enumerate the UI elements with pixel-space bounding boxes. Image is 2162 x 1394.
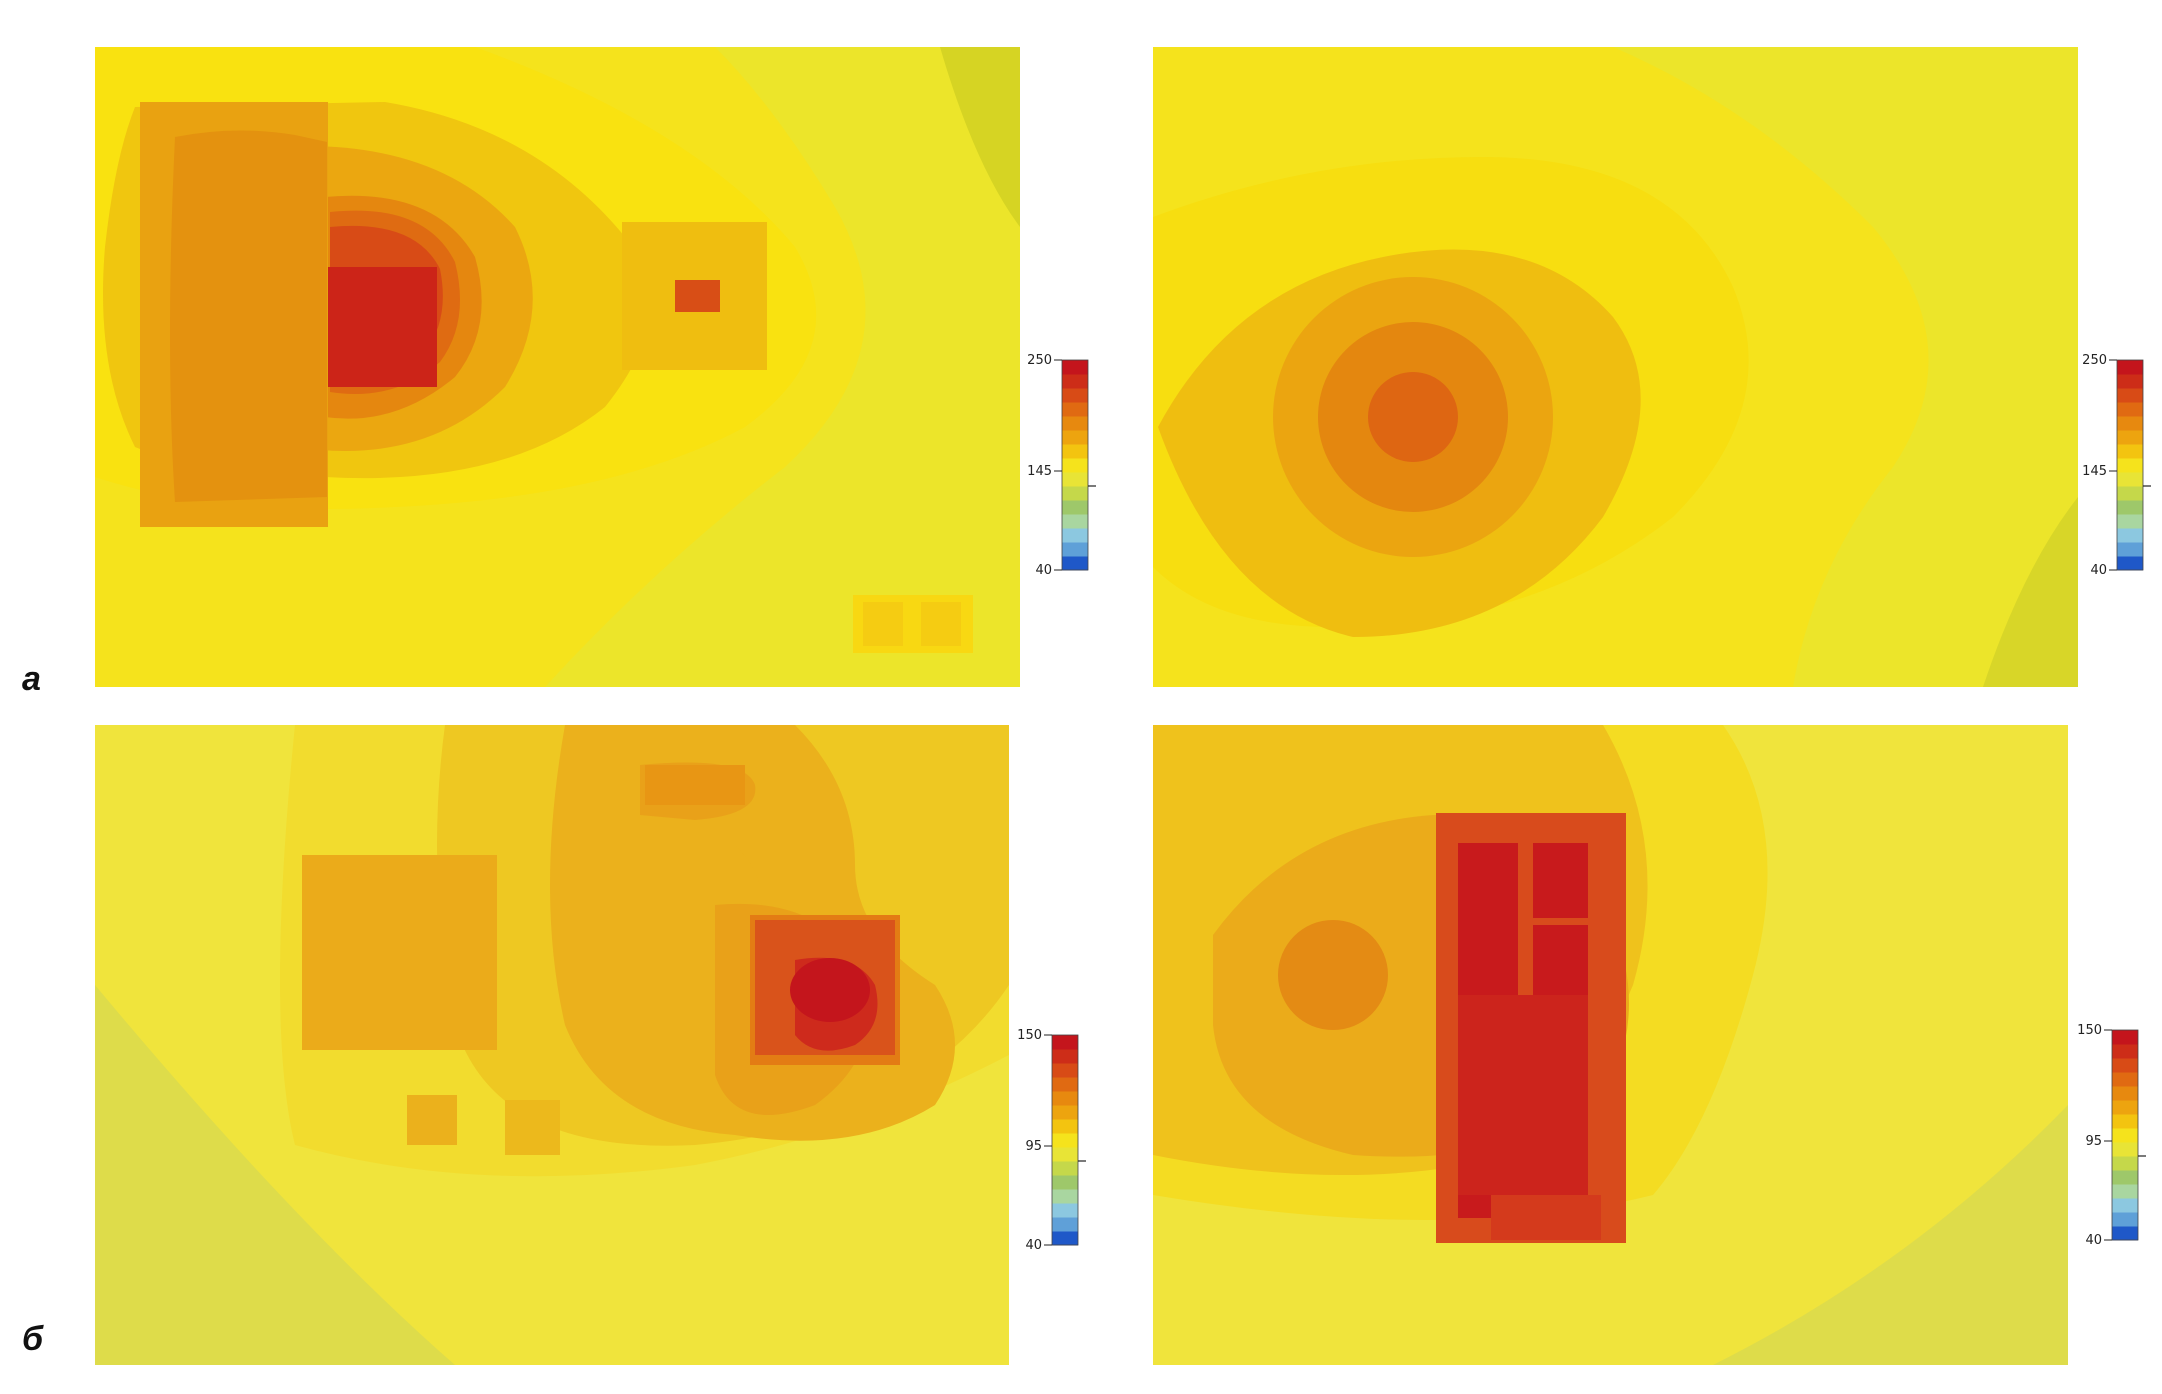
- colorbar-segment: [1052, 1189, 1078, 1204]
- colorbar-segment: [1052, 1161, 1078, 1176]
- colorbar-segment: [1062, 486, 1088, 501]
- colorbar-segment: [2112, 1212, 2138, 1227]
- colorbar-segment: [1062, 402, 1088, 417]
- colorbar-segment: [2112, 1072, 2138, 1087]
- colorbar-segment: [2112, 1198, 2138, 1213]
- colorbar-segment: [1062, 556, 1088, 571]
- colorbar-segment: [2117, 472, 2143, 487]
- colorbar-segment: [1052, 1175, 1078, 1190]
- colorbar-segment: [1052, 1035, 1078, 1050]
- colorbar-segment: [2117, 500, 2143, 515]
- colorbar-segment: [1052, 1077, 1078, 1092]
- colorbar-frame: [1061, 359, 1089, 571]
- colorbar-tick-label: 145: [2082, 464, 2107, 479]
- colorbar-frame: [2111, 1029, 2139, 1241]
- colorbar-tick-label: 40: [2090, 563, 2107, 578]
- colorbar-segment: [2112, 1128, 2138, 1143]
- colorbar-segment: [2112, 1114, 2138, 1129]
- colorbar-segment: [1052, 1217, 1078, 1232]
- colorbar-tick-label: 150: [2077, 1023, 2102, 1038]
- colorbar-segment: [2117, 444, 2143, 459]
- colorbar-segment: [1052, 1133, 1078, 1148]
- colorbar-segment: [2117, 542, 2143, 557]
- colorbar-segment: [2112, 1044, 2138, 1059]
- colorbar-tick-label: 250: [2082, 353, 2107, 368]
- colorbar-segment: [1062, 388, 1088, 403]
- colorbar-segment: [2112, 1086, 2138, 1101]
- colorbar-segment: [2112, 1184, 2138, 1199]
- colorbar-segment: [2112, 1100, 2138, 1115]
- colorbar-tick-label: 40: [1035, 563, 1052, 578]
- colorbar-segment: [1052, 1049, 1078, 1064]
- colorbar-segment: [1062, 416, 1088, 431]
- colorbar-segment: [1052, 1063, 1078, 1078]
- colorbar-segment: [2112, 1058, 2138, 1073]
- colorbar-tick-label: 250: [1027, 353, 1052, 368]
- colorbar-segment: [2117, 528, 2143, 543]
- colorbar-segment: [2117, 374, 2143, 389]
- colorbar-segment: [1062, 472, 1088, 487]
- colorbar-segment: [1062, 514, 1088, 529]
- colorbar-segment: [1062, 374, 1088, 389]
- colorbar-b-left: 150 95 40: [1010, 1028, 1120, 1260]
- row-label-a: а: [22, 660, 41, 698]
- colorbar-tick-label: 40: [2085, 1233, 2102, 1248]
- colorbar-segment: [1062, 444, 1088, 459]
- contour-map-a-right: [1153, 47, 2078, 687]
- colorbar-b-right: 150 95 40: [2070, 1023, 2162, 1255]
- colorbar-tick-label: 95: [2085, 1134, 2102, 1149]
- colorbar-segment: [2117, 430, 2143, 445]
- colorbar-segment: [2117, 556, 2143, 571]
- colorbar-segment: [2117, 360, 2143, 375]
- colorbar-segment: [1062, 528, 1088, 543]
- colorbar-segment: [2112, 1226, 2138, 1241]
- colorbar-segment: [2117, 514, 2143, 529]
- colorbar-tick-label: 150: [1017, 1028, 1042, 1043]
- colorbar-segment: [2117, 388, 2143, 403]
- colorbar-segment: [1062, 430, 1088, 445]
- colorbar-segment: [2117, 458, 2143, 473]
- colorbar-segment: [1052, 1105, 1078, 1120]
- colorbar-segment: [1062, 458, 1088, 473]
- contour-map-a-left: [95, 47, 1020, 687]
- colorbar-segment: [1062, 542, 1088, 557]
- colorbar-segment: [1062, 360, 1088, 375]
- contour-map-b-right: [1153, 725, 2068, 1365]
- colorbar-segment: [1052, 1231, 1078, 1246]
- colorbar-tick-label: 40: [1025, 1238, 1042, 1253]
- colorbar-segment: [2112, 1030, 2138, 1045]
- colorbar-segment: [2112, 1142, 2138, 1157]
- colorbar-frame: [2116, 359, 2144, 571]
- colorbar-segment: [1052, 1091, 1078, 1106]
- colorbar-segment: [2112, 1156, 2138, 1171]
- colorbar-segment: [1052, 1119, 1078, 1134]
- row-label-b: б: [22, 1320, 44, 1358]
- colorbar-segment: [2117, 486, 2143, 501]
- colorbar-segment: [1052, 1203, 1078, 1218]
- colorbar-a-right: 250 145 40: [2075, 353, 2162, 585]
- colorbar-segment: [1052, 1147, 1078, 1162]
- colorbar-segment: [2117, 402, 2143, 417]
- colorbar-segment: [1062, 500, 1088, 515]
- colorbar-tick-label: 95: [1025, 1139, 1042, 1154]
- colorbar-frame: [1051, 1034, 1079, 1246]
- colorbar-a-left: 250 145 40: [1020, 353, 1130, 585]
- colorbar-tick-label: 145: [1027, 464, 1052, 479]
- colorbar-segment: [2112, 1170, 2138, 1185]
- colorbar-segment: [2117, 416, 2143, 431]
- contour-map-b-left: [95, 725, 1009, 1365]
